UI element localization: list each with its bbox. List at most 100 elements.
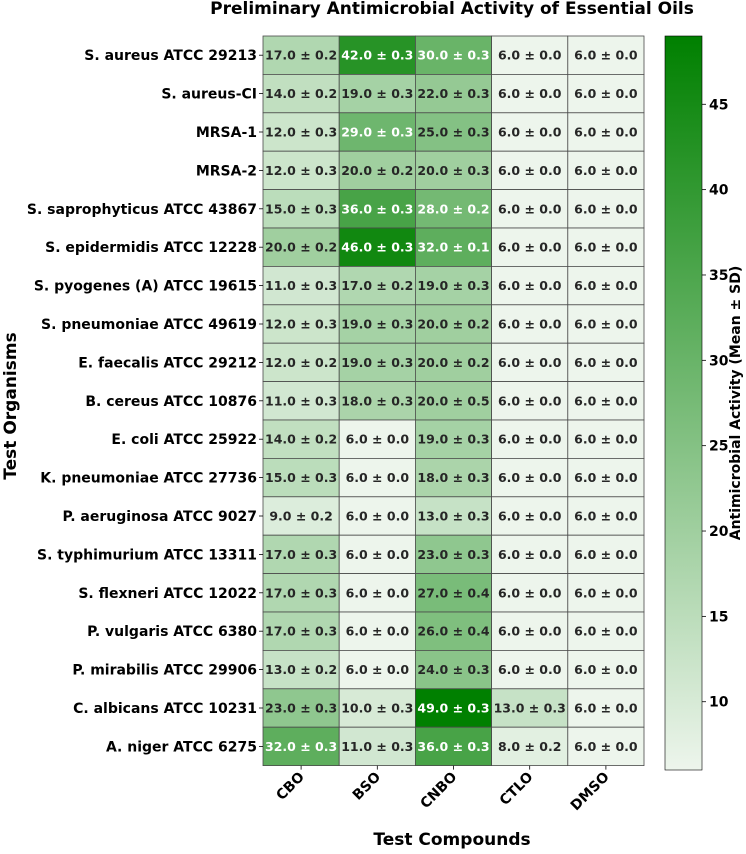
heatmap-cell xyxy=(338,150,416,190)
cell-value-label: 6.0 ± 0.0 xyxy=(498,240,562,255)
cell-value-label: 32.0 ± 0.1 xyxy=(417,240,489,255)
cell-value-label: 14.0 ± 0.2 xyxy=(265,86,337,101)
heatmap-cells: 17.0 ± 0.2 42.0 ± 0.3 30.0 ± 0.3 6.0 ± 0.0 6… xyxy=(262,35,645,767)
heatmap-cell xyxy=(414,74,492,114)
heatmap-cell xyxy=(338,227,416,267)
cell-value-label: 19.0 ± 0.3 xyxy=(417,432,489,447)
cell-value-label: 6.0 ± 0.0 xyxy=(498,393,562,408)
row-labels: S. aureus ATCC 29213 S. aureus-CI MRSA-1 MR… xyxy=(27,48,263,755)
heatmap-cell xyxy=(491,35,569,75)
cell-value-label: 6.0 ± 0.0 xyxy=(498,355,562,370)
column-label: CNBO xyxy=(417,769,460,812)
heatmap-cell xyxy=(567,342,645,383)
row-label: E. faecalis ATCC 29212 xyxy=(78,355,257,371)
heatmap-cell xyxy=(414,573,492,613)
heatmap-cell xyxy=(414,611,492,651)
cell-value-label: 30.0 ± 0.3 xyxy=(417,48,489,63)
heatmap-cell xyxy=(262,265,340,306)
heatmap-cell xyxy=(491,611,569,651)
cell-value-label: 6.0 ± 0.0 xyxy=(346,547,410,562)
cell-value-label: 12.0 ± 0.2 xyxy=(265,355,337,370)
colorbar-tick-label: 10 xyxy=(709,695,729,711)
cell-value-label: 26.0 ± 0.4 xyxy=(417,624,489,639)
heatmap-cell xyxy=(491,112,569,152)
heatmap-cell xyxy=(414,304,492,344)
heatmap-cell xyxy=(491,419,569,459)
colorbar-tick-label: 15 xyxy=(709,609,728,625)
cell-value-label: 6.0 ± 0.0 xyxy=(498,163,562,178)
row-label: MRSA-2 xyxy=(196,163,257,179)
x-axis-label: Test Compounds xyxy=(373,830,530,850)
row-label: K. pneumoniae ATCC 27736 xyxy=(40,471,257,487)
cell-value-label: 6.0 ± 0.0 xyxy=(574,48,638,63)
cell-value-label: 17.0 ± 0.3 xyxy=(265,547,337,562)
row-label: S. pneumoniae ATCC 49619 xyxy=(41,317,257,333)
cell-value-label: 6.0 ± 0.0 xyxy=(498,662,562,677)
cell-value-label: 17.0 ± 0.3 xyxy=(265,585,337,600)
cell-value-label: 6.0 ± 0.0 xyxy=(574,163,638,178)
cell-value-label: 8.0 ± 0.2 xyxy=(498,739,561,754)
cell-value-label: 6.0 ± 0.0 xyxy=(498,48,562,63)
cell-value-label: 6.0 ± 0.0 xyxy=(498,547,562,562)
heatmap-cell xyxy=(491,457,569,498)
cell-value-label: 20.0 ± 0.2 xyxy=(417,355,489,370)
cell-value-label: 6.0 ± 0.0 xyxy=(574,240,638,255)
cell-value-label: 6.0 ± 0.0 xyxy=(346,432,410,447)
colorbar-ticks: 10 15 20 25 30 35 40 45 xyxy=(702,97,729,711)
cell-value-label: 24.0 ± 0.3 xyxy=(417,662,489,677)
heatmap-cell xyxy=(338,304,416,344)
cell-value-label: 18.0 ± 0.3 xyxy=(341,393,413,408)
heatmap-cell xyxy=(262,304,340,344)
heatmap-cell xyxy=(414,150,492,190)
cell-value-label: 6.0 ± 0.0 xyxy=(574,86,638,101)
heatmap-cell xyxy=(491,381,569,421)
heatmap-cell xyxy=(414,688,492,728)
cell-value-label: 6.0 ± 0.0 xyxy=(498,470,562,485)
cell-value-label: 25.0 ± 0.3 xyxy=(417,125,489,140)
column-labels: CBO BSO CNBO CTLO DMSO xyxy=(273,765,613,814)
cell-value-label: 6.0 ± 0.0 xyxy=(498,509,562,524)
row-label: A. niger ATCC 6275 xyxy=(106,739,257,755)
heatmap-cell xyxy=(567,419,645,459)
heatmap-cell xyxy=(338,381,416,421)
heatmap-cell xyxy=(491,726,569,767)
cell-value-label: 6.0 ± 0.0 xyxy=(574,547,638,562)
cell-value-label: 32.0 ± 0.3 xyxy=(265,739,337,754)
heatmap-cell xyxy=(567,611,645,651)
heatmap-cell xyxy=(338,650,416,690)
cell-value-label: 20.0 ± 0.2 xyxy=(341,163,413,178)
cell-value-label: 12.0 ± 0.3 xyxy=(265,125,337,140)
heatmap-cell xyxy=(414,189,492,229)
cell-value-label: 12.0 ± 0.3 xyxy=(265,317,337,332)
colorbar-tick-label: 25 xyxy=(709,439,728,455)
cell-value-label: 15.0 ± 0.3 xyxy=(265,470,337,485)
colorbar xyxy=(664,35,703,771)
cell-value-label: 6.0 ± 0.0 xyxy=(498,278,562,293)
column-label: CBO xyxy=(273,769,308,804)
cell-value-label: 19.0 ± 0.3 xyxy=(341,355,413,370)
heatmap-cell xyxy=(567,150,645,190)
cell-value-label: 6.0 ± 0.0 xyxy=(574,355,638,370)
column-label: BSO xyxy=(350,769,384,803)
cell-value-label: 6.0 ± 0.0 xyxy=(574,317,638,332)
cell-value-label: 20.0 ± 0.5 xyxy=(417,393,489,408)
heatmap-cell xyxy=(567,534,645,575)
cell-value-label: 17.0 ± 0.2 xyxy=(341,278,413,293)
cell-value-label: 6.0 ± 0.0 xyxy=(346,585,410,600)
row-label: P. mirabilis ATCC 29906 xyxy=(72,663,257,679)
row-label: P. vulgaris ATCC 6380 xyxy=(87,624,257,640)
cell-value-label: 6.0 ± 0.0 xyxy=(346,662,410,677)
cell-value-label: 6.0 ± 0.0 xyxy=(574,624,638,639)
heatmap-cell xyxy=(338,573,416,613)
heatmap-cell xyxy=(414,227,492,267)
chart-title: Preliminary Antimicrobial Activity of Es… xyxy=(210,0,694,19)
heatmap-cell xyxy=(262,189,340,229)
heatmap-cell xyxy=(338,688,416,728)
cell-value-label: 28.0 ± 0.2 xyxy=(417,201,489,216)
row-label: B. cereus ATCC 10876 xyxy=(85,394,257,410)
row-label: S. flexneri ATCC 12022 xyxy=(78,586,257,602)
cell-value-label: 36.0 ± 0.3 xyxy=(341,201,413,216)
cell-value-label: 17.0 ± 0.2 xyxy=(265,48,337,63)
heatmap-cell xyxy=(262,534,340,575)
